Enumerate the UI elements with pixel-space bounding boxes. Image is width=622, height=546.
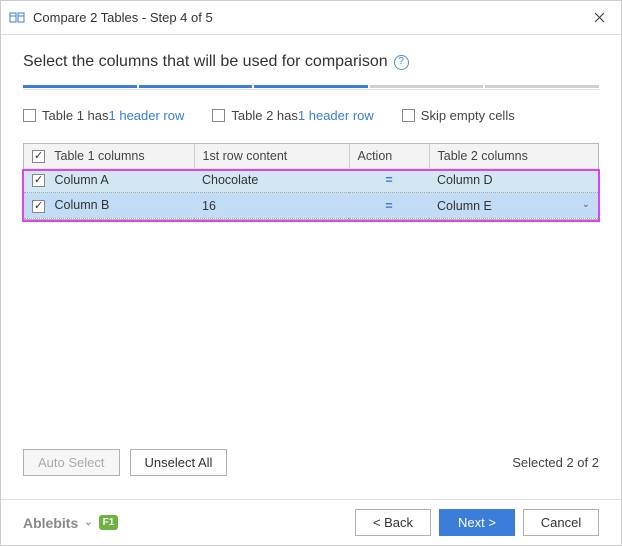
help-icon[interactable]: ? [394,55,409,70]
progress-seg [139,85,253,88]
checkbox-icon [23,109,36,122]
action-operator[interactable]: = [385,199,392,213]
brand-name: Ablebits [23,515,78,531]
back-button[interactable]: < Back [355,509,431,536]
columns-table: Table 1 columns 1st row content Action T… [23,143,599,220]
table1-header-checkbox[interactable]: Table 1 has 1 header row [23,108,184,123]
titlebar: Compare 2 Tables - Step 4 of 5 [1,1,621,35]
progress-seg [23,85,137,88]
progress-bar [23,85,599,90]
row-checkbox[interactable] [32,174,45,187]
header-row-link[interactable]: 1 header row [298,108,374,123]
checkbox-icon [402,109,415,122]
f1-help-badge[interactable]: F1 [99,515,119,530]
progress-seg [370,85,484,88]
row-checkbox[interactable] [32,200,45,213]
col-header: Table 1 columns [54,149,144,163]
window-title: Compare 2 Tables - Step 4 of 5 [33,10,587,25]
label-text: Table 1 has [42,108,109,123]
progress-seg [254,85,368,88]
auto-select-button: Auto Select [23,449,120,476]
t1-column: Column A [54,173,108,187]
row-content: 16 [202,199,216,213]
unselect-all-button[interactable]: Unselect All [130,449,228,476]
heading-text: Select the columns that will be used for… [23,53,388,71]
row-content: Chocolate [202,173,258,187]
brand[interactable]: Ablebits ⌄ F1 [23,515,118,531]
t2-column[interactable]: Column E [437,199,492,213]
header-row-link[interactable]: 1 header row [109,108,185,123]
compare-tables-icon [9,10,25,26]
table-row[interactable]: Column A Chocolate = Column D [24,168,598,193]
t1-column: Column B [54,198,109,212]
table2-header-checkbox[interactable]: Table 2 has 1 header row [212,108,373,123]
checkbox-icon [212,109,225,122]
col-header: Action [358,149,393,163]
col-header: 1st row content [203,149,288,163]
skip-empty-checkbox[interactable]: Skip empty cells [402,108,515,123]
label-text: Table 2 has [231,108,298,123]
label-text: Skip empty cells [421,108,515,123]
selected-count: Selected 2 of 2 [512,455,599,470]
next-button[interactable]: Next > [439,509,515,536]
footer: Ablebits ⌄ F1 < Back Next > Cancel [1,499,621,545]
action-operator[interactable]: = [385,173,392,187]
chevron-down-icon[interactable]: ⌄ [582,199,590,210]
table-header-row: Table 1 columns 1st row content Action T… [24,144,598,168]
progress-seg [485,85,599,88]
t2-column[interactable]: Column D [437,173,493,187]
close-icon[interactable] [587,6,611,30]
select-all-checkbox[interactable] [32,150,45,163]
chevron-down-icon: ⌄ [84,517,92,528]
col-header: Table 2 columns [438,149,528,163]
table-row[interactable]: Column B 16 = Column E ⌄ [24,193,598,218]
step-heading: Select the columns that will be used for… [23,53,599,71]
cancel-button[interactable]: Cancel [523,509,599,536]
